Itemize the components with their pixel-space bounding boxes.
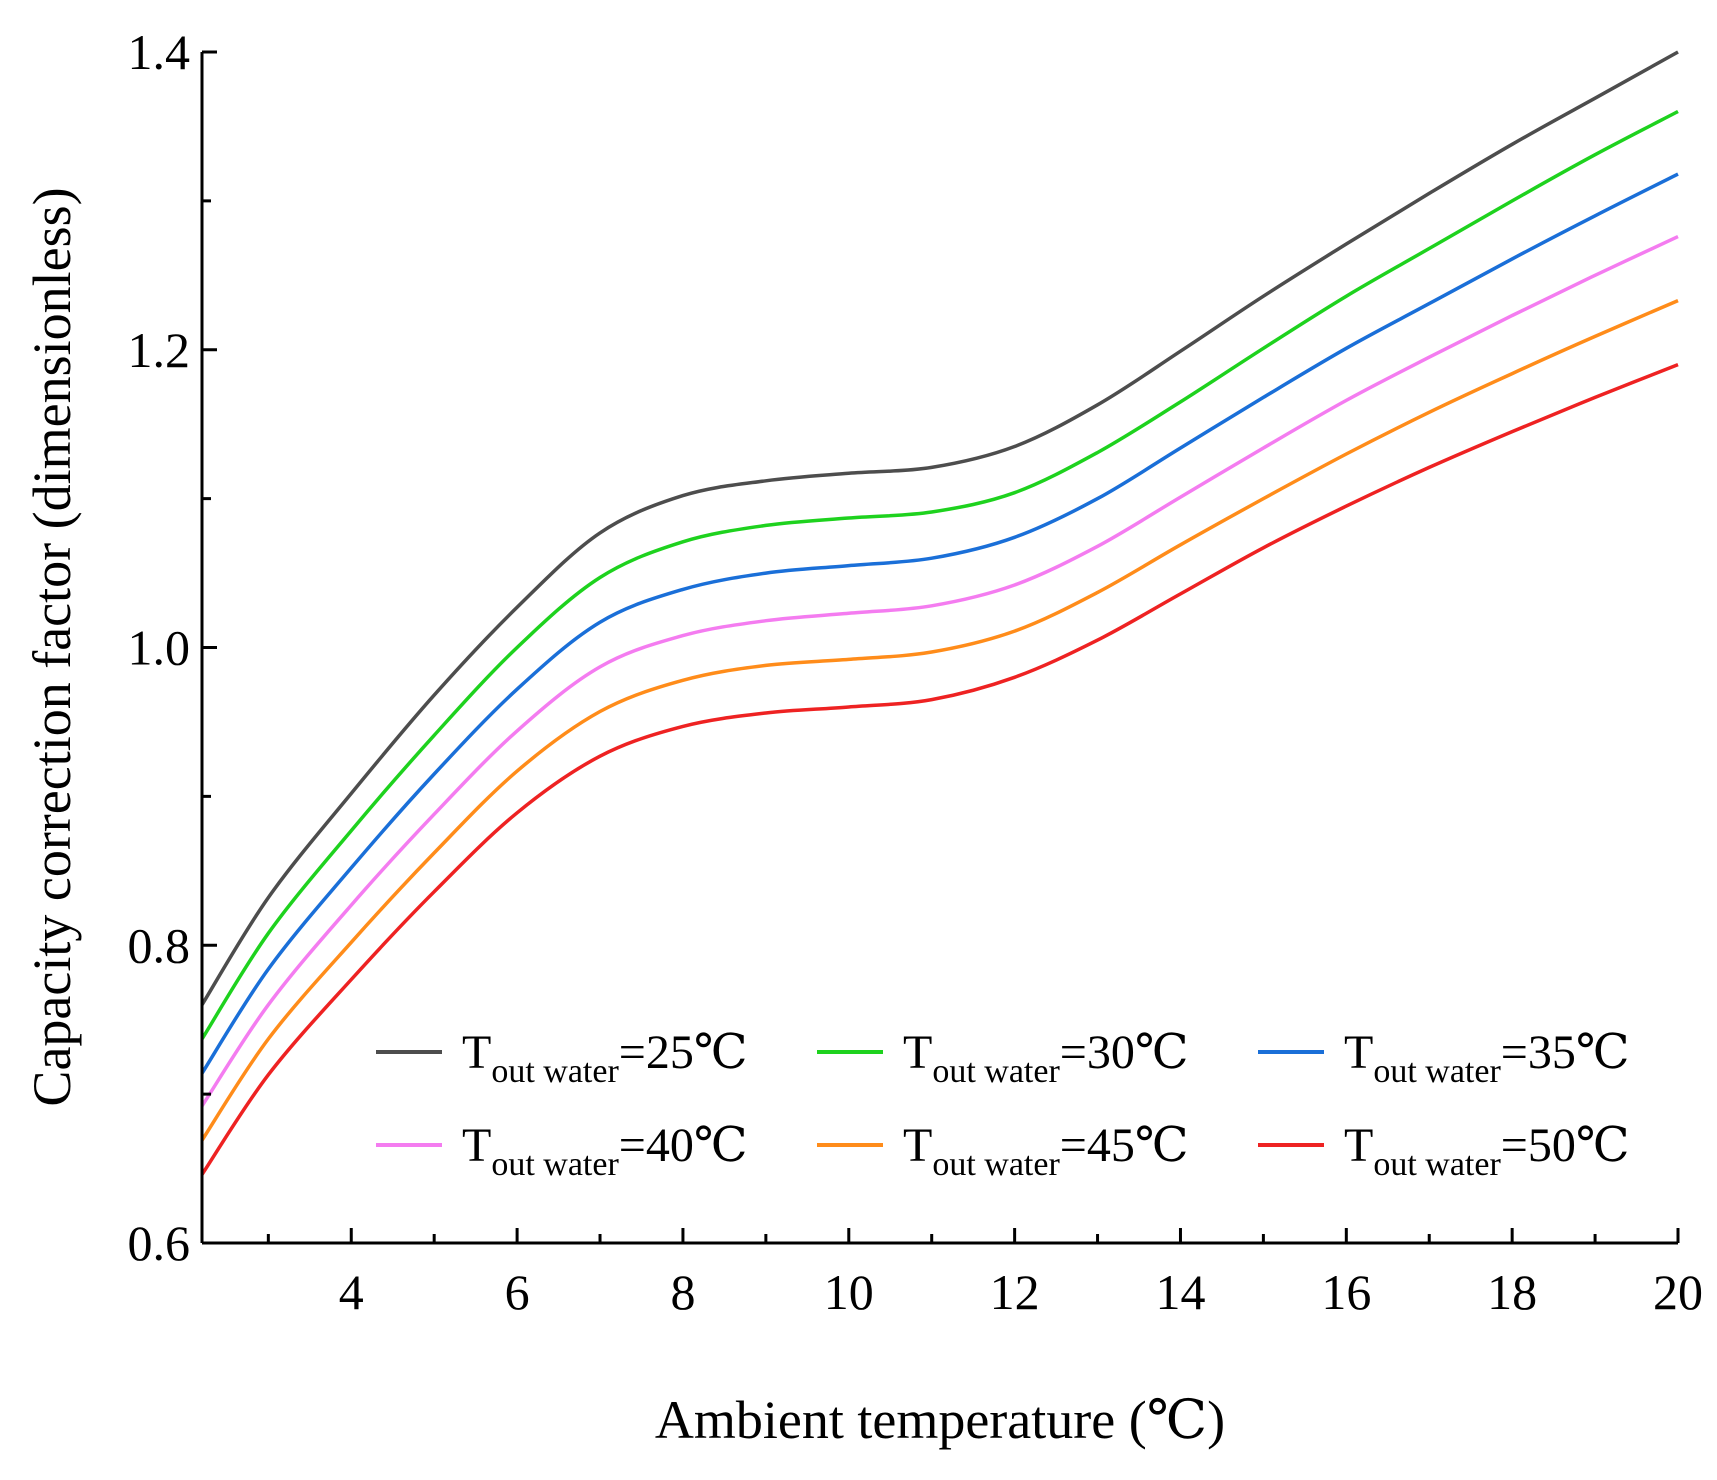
- legend-label: Tout water=30℃: [903, 1026, 1189, 1090]
- x-tick-label: 16: [1321, 1264, 1371, 1320]
- legend-item-4: Tout water=40℃: [376, 1119, 748, 1183]
- x-tick-label: 14: [1155, 1264, 1205, 1320]
- y-tick-label: 1.0: [128, 620, 191, 676]
- x-tick-label: 10: [824, 1264, 874, 1320]
- series-layer: [200, 50, 1679, 1176]
- y-tick-label: 1.4: [128, 24, 191, 80]
- y-tick-label: 0.6: [128, 1215, 191, 1271]
- series-line-4: [200, 235, 1679, 1107]
- x-tick-label: 4: [339, 1264, 364, 1320]
- y-tick-layer: 0.6 0.8 1.0 1.2 1.4: [128, 24, 217, 1271]
- legend-item-2: Tout water=30℃: [817, 1026, 1189, 1090]
- series-line-6: [200, 362, 1679, 1176]
- y-tick-label: 1.2: [128, 322, 191, 378]
- x-tick-label: 12: [990, 1264, 1040, 1320]
- series-line-1: [200, 50, 1679, 1006]
- x-axis-title: Ambient temperature (℃): [655, 1390, 1225, 1450]
- legend-item-6: Tout water=50℃: [1258, 1119, 1630, 1183]
- y-tick-label: 0.8: [128, 917, 191, 973]
- legend-label: Tout water=45℃: [903, 1119, 1189, 1183]
- legend-label: Tout water=35℃: [1344, 1026, 1630, 1090]
- y-axis-title: Capacity correction factor (dimensionles…: [22, 187, 82, 1106]
- x-tick-label: 18: [1487, 1264, 1537, 1320]
- series-line-3: [200, 172, 1679, 1075]
- legend-label: Tout water=25℃: [462, 1026, 748, 1090]
- series-line-5: [200, 298, 1679, 1142]
- legend-item-5: Tout water=45℃: [817, 1119, 1189, 1183]
- legend-label: Tout water=40℃: [462, 1119, 748, 1183]
- x-tick-label: 20: [1653, 1264, 1703, 1320]
- x-tick-label: 6: [505, 1264, 530, 1320]
- legend-item-1: Tout water=25℃: [376, 1026, 748, 1090]
- legend-label: Tout water=50℃: [1344, 1119, 1630, 1183]
- x-tick-layer: 4 6 8 10 12 14 16 18 20: [266, 1228, 1703, 1320]
- series-line-2: [200, 109, 1679, 1040]
- x-tick-label: 8: [670, 1264, 695, 1320]
- legend-item-3: Tout water=35℃: [1258, 1026, 1630, 1090]
- legend: Tout water=25℃ Tout water=30℃ Tout water=3…: [376, 1026, 1630, 1183]
